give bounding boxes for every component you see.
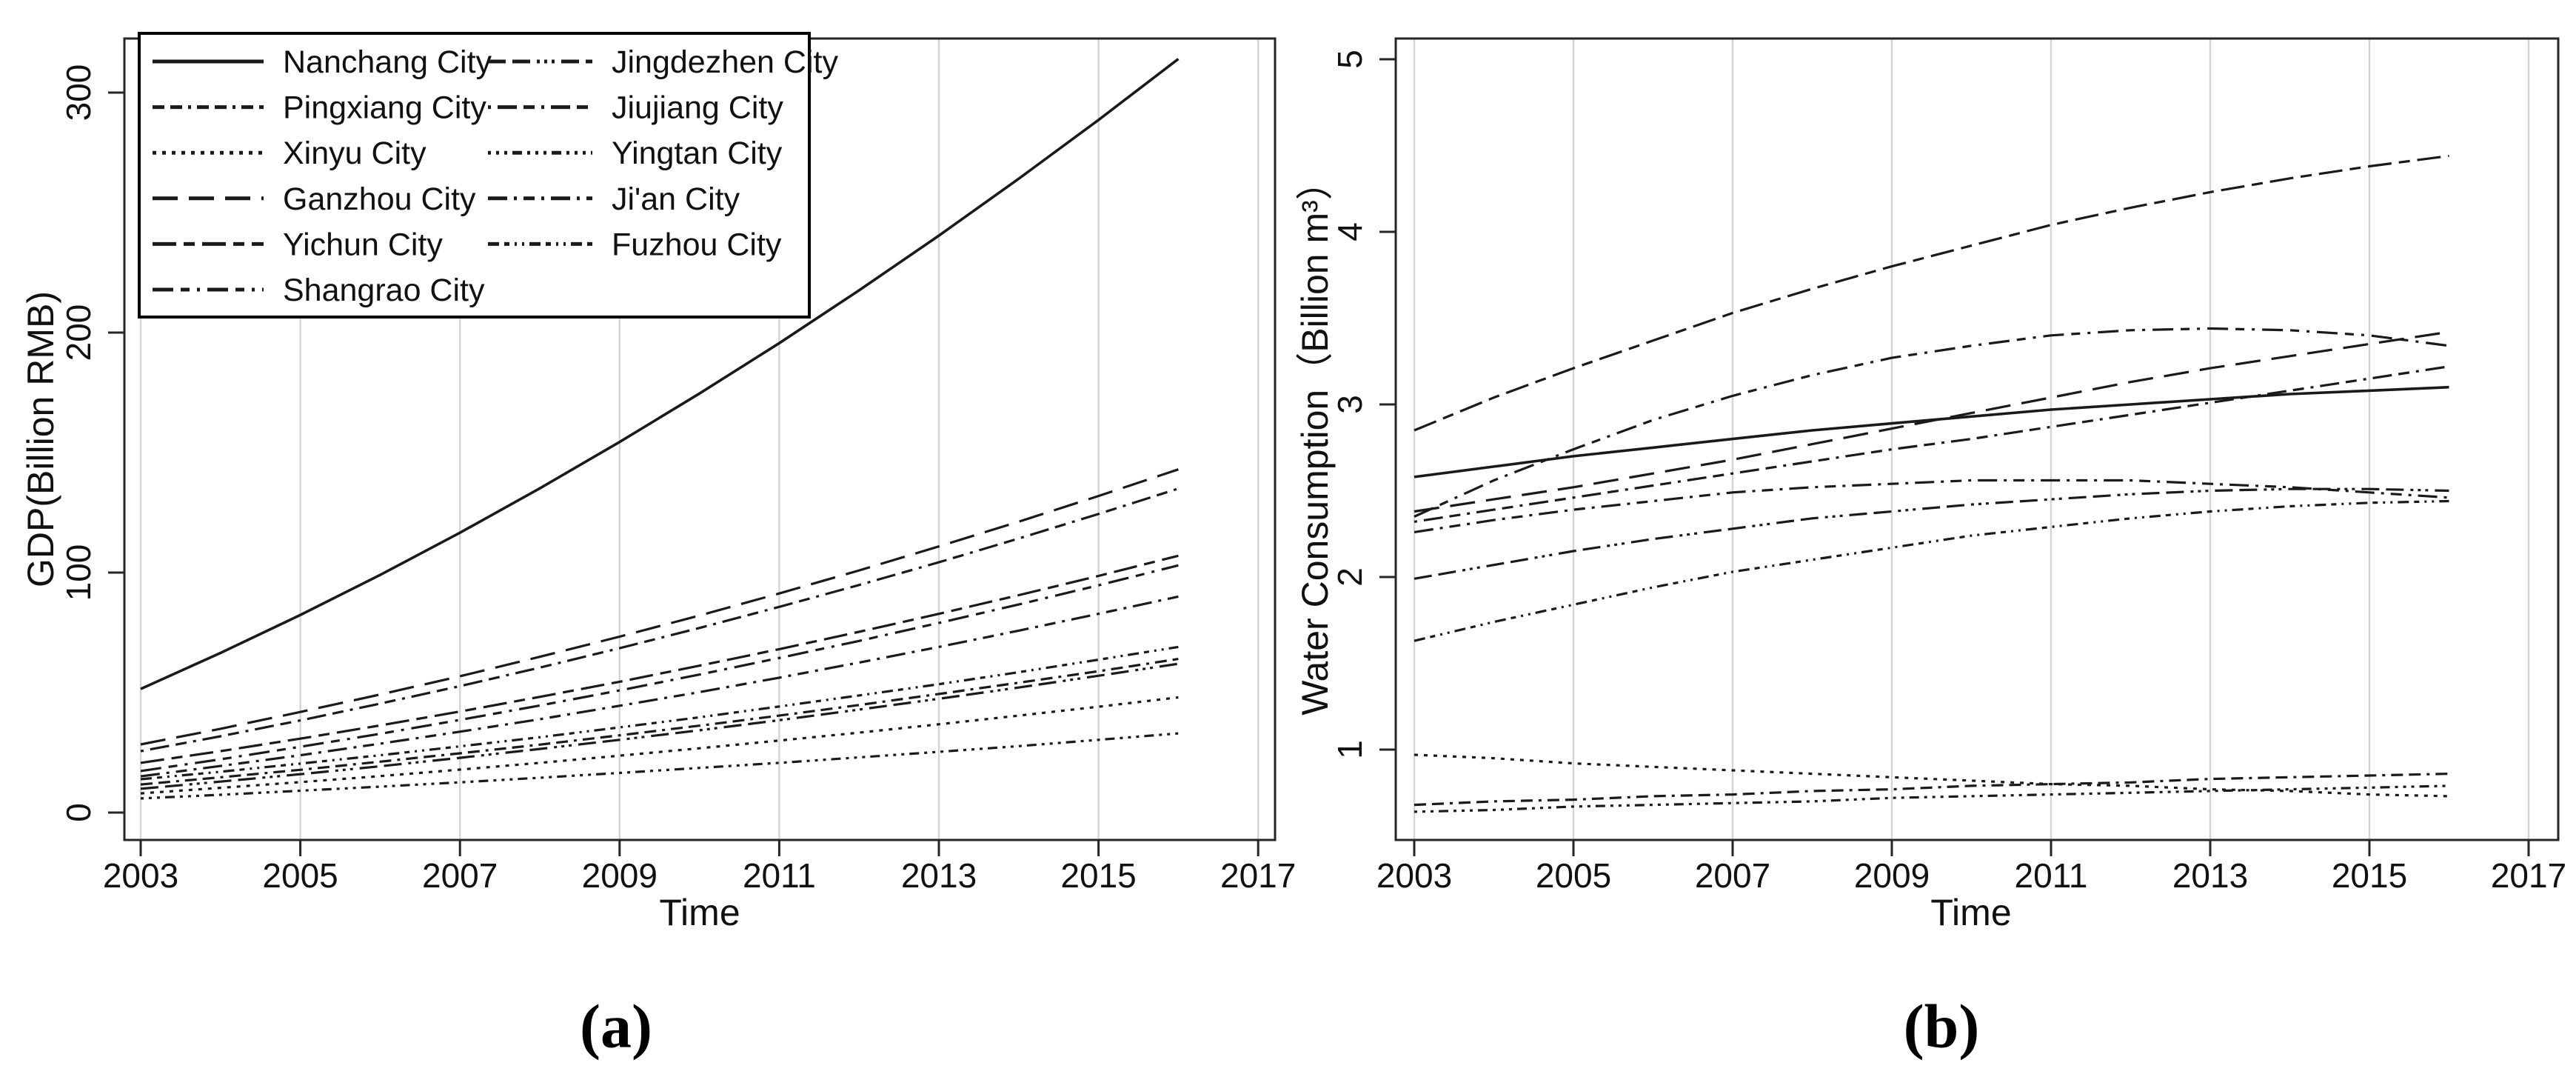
plot-border [1394, 37, 2560, 841]
y-axis-ticks: 1 2 3 4 5 [1331, 50, 1396, 759]
series-lines [1414, 154, 2449, 813]
legend-label: Nanchang City [283, 44, 492, 80]
series-ganzhou-city [1414, 330, 2449, 513]
series-shangrao-city [140, 564, 1179, 773]
series-nanchang-city [140, 58, 1180, 690]
x-tick-label: 2005 [1536, 856, 1611, 895]
series-jiujiang-city [140, 487, 1179, 753]
series-jingdezhen-city [140, 662, 1179, 790]
x-tick-label: 2013 [901, 856, 977, 895]
panel-a: 2003 2005 2007 2009 2011 2013 2015 201701002003… [59, 32, 1296, 895]
legend-label: Fuzhou City [612, 227, 782, 262]
panel-caption-a: (a) [580, 992, 652, 1061]
x-tick-label: 2003 [103, 856, 178, 895]
y-tick-label: 3 [1331, 395, 1369, 414]
y-tick-label: 2 [1331, 567, 1369, 587]
series-fuzhou-city [140, 645, 1179, 781]
x-tick-label: 2009 [1854, 856, 1930, 895]
series-pingxiang-city [140, 658, 1179, 786]
series-pingxiang-city [1414, 773, 2449, 807]
x-tick-label: 2015 [2332, 856, 2407, 895]
x-tick-label: 2007 [422, 856, 498, 895]
series-xinyu-city [140, 696, 1179, 795]
x-axis-ticks: 2003 2005 2007 2009 2011 2013 2015 2017 [1376, 840, 2566, 895]
x-tick-label: 2011 [2015, 856, 2088, 895]
legend-label: Jingdezhen City [612, 44, 838, 80]
legend-box [138, 32, 811, 319]
series-fuzhou-city [1414, 499, 2449, 642]
panel-caption-b: (b) [1903, 992, 1980, 1061]
y-tick-label: 300 [59, 64, 98, 121]
legend-label: Ganzhou City [283, 181, 476, 217]
legend-label: Jiujiang City [612, 90, 783, 126]
x-tick-label: 2015 [1060, 856, 1136, 895]
y-axis-ticks: 0 100 200 300 [59, 64, 124, 822]
series-jingdezhen-city [1414, 487, 2449, 580]
x-tick-label: 2011 [743, 856, 816, 895]
legend-label: Yingtan City [612, 136, 783, 171]
series-lines [140, 58, 1180, 800]
y-tick-label: 100 [59, 544, 98, 601]
y-tick-label: 1 [1331, 740, 1369, 759]
x-axis-label-time-a: Time [659, 892, 740, 933]
series-yichun-city [1414, 154, 2449, 432]
legend-label: Shangrao City [283, 273, 485, 308]
series-ganzhou-city [140, 468, 1179, 746]
x-tick-label: 2007 [1695, 856, 1770, 895]
series-ji-an-city [1414, 479, 2449, 533]
series-yingtan-city [140, 732, 1179, 800]
x-axis-label-time-b: Time [1930, 892, 2012, 933]
legend-label: Pingxiang City [283, 90, 486, 126]
x-tick-label: 2009 [582, 856, 658, 895]
legend: Nanchang City Pingxiang City Xinyu City Gan… [138, 32, 838, 319]
x-tick-label: 2005 [262, 856, 338, 895]
x-tick-label: 2003 [1376, 856, 1452, 895]
legend-label: Ji'an City [612, 181, 740, 217]
legend-label: Yichun City [283, 227, 443, 262]
series-yichun-city [140, 554, 1179, 764]
y-tick-label: 200 [59, 304, 98, 361]
series-nanchang-city [1414, 385, 2449, 479]
panel-b: 2003 2005 2007 2009 2011 2013 2015 2017 1 2 3 4 5 [1331, 37, 2566, 895]
y-tick-label: 0 [59, 803, 98, 822]
gridlines [1413, 39, 2530, 840]
series-shangrao-city [1414, 327, 2449, 518]
x-tick-label: 2017 [1220, 856, 1296, 895]
x-tick-label: 2017 [2491, 856, 2566, 895]
series-jiujiang-city [1414, 365, 2449, 523]
y-axis-label-water: Water Consumption（Billion m³） [1294, 163, 1336, 716]
x-tick-label: 2013 [2172, 856, 2248, 895]
y-tick-label: 4 [1331, 222, 1369, 241]
y-axis-label-gdp: GDP(Billion RMB) [20, 290, 61, 588]
y-tick-label: 5 [1331, 50, 1369, 69]
legend-label: Xinyu City [283, 136, 426, 171]
x-axis-ticks: 2003 2005 2007 2009 2011 2013 2015 2017 [103, 840, 1296, 895]
